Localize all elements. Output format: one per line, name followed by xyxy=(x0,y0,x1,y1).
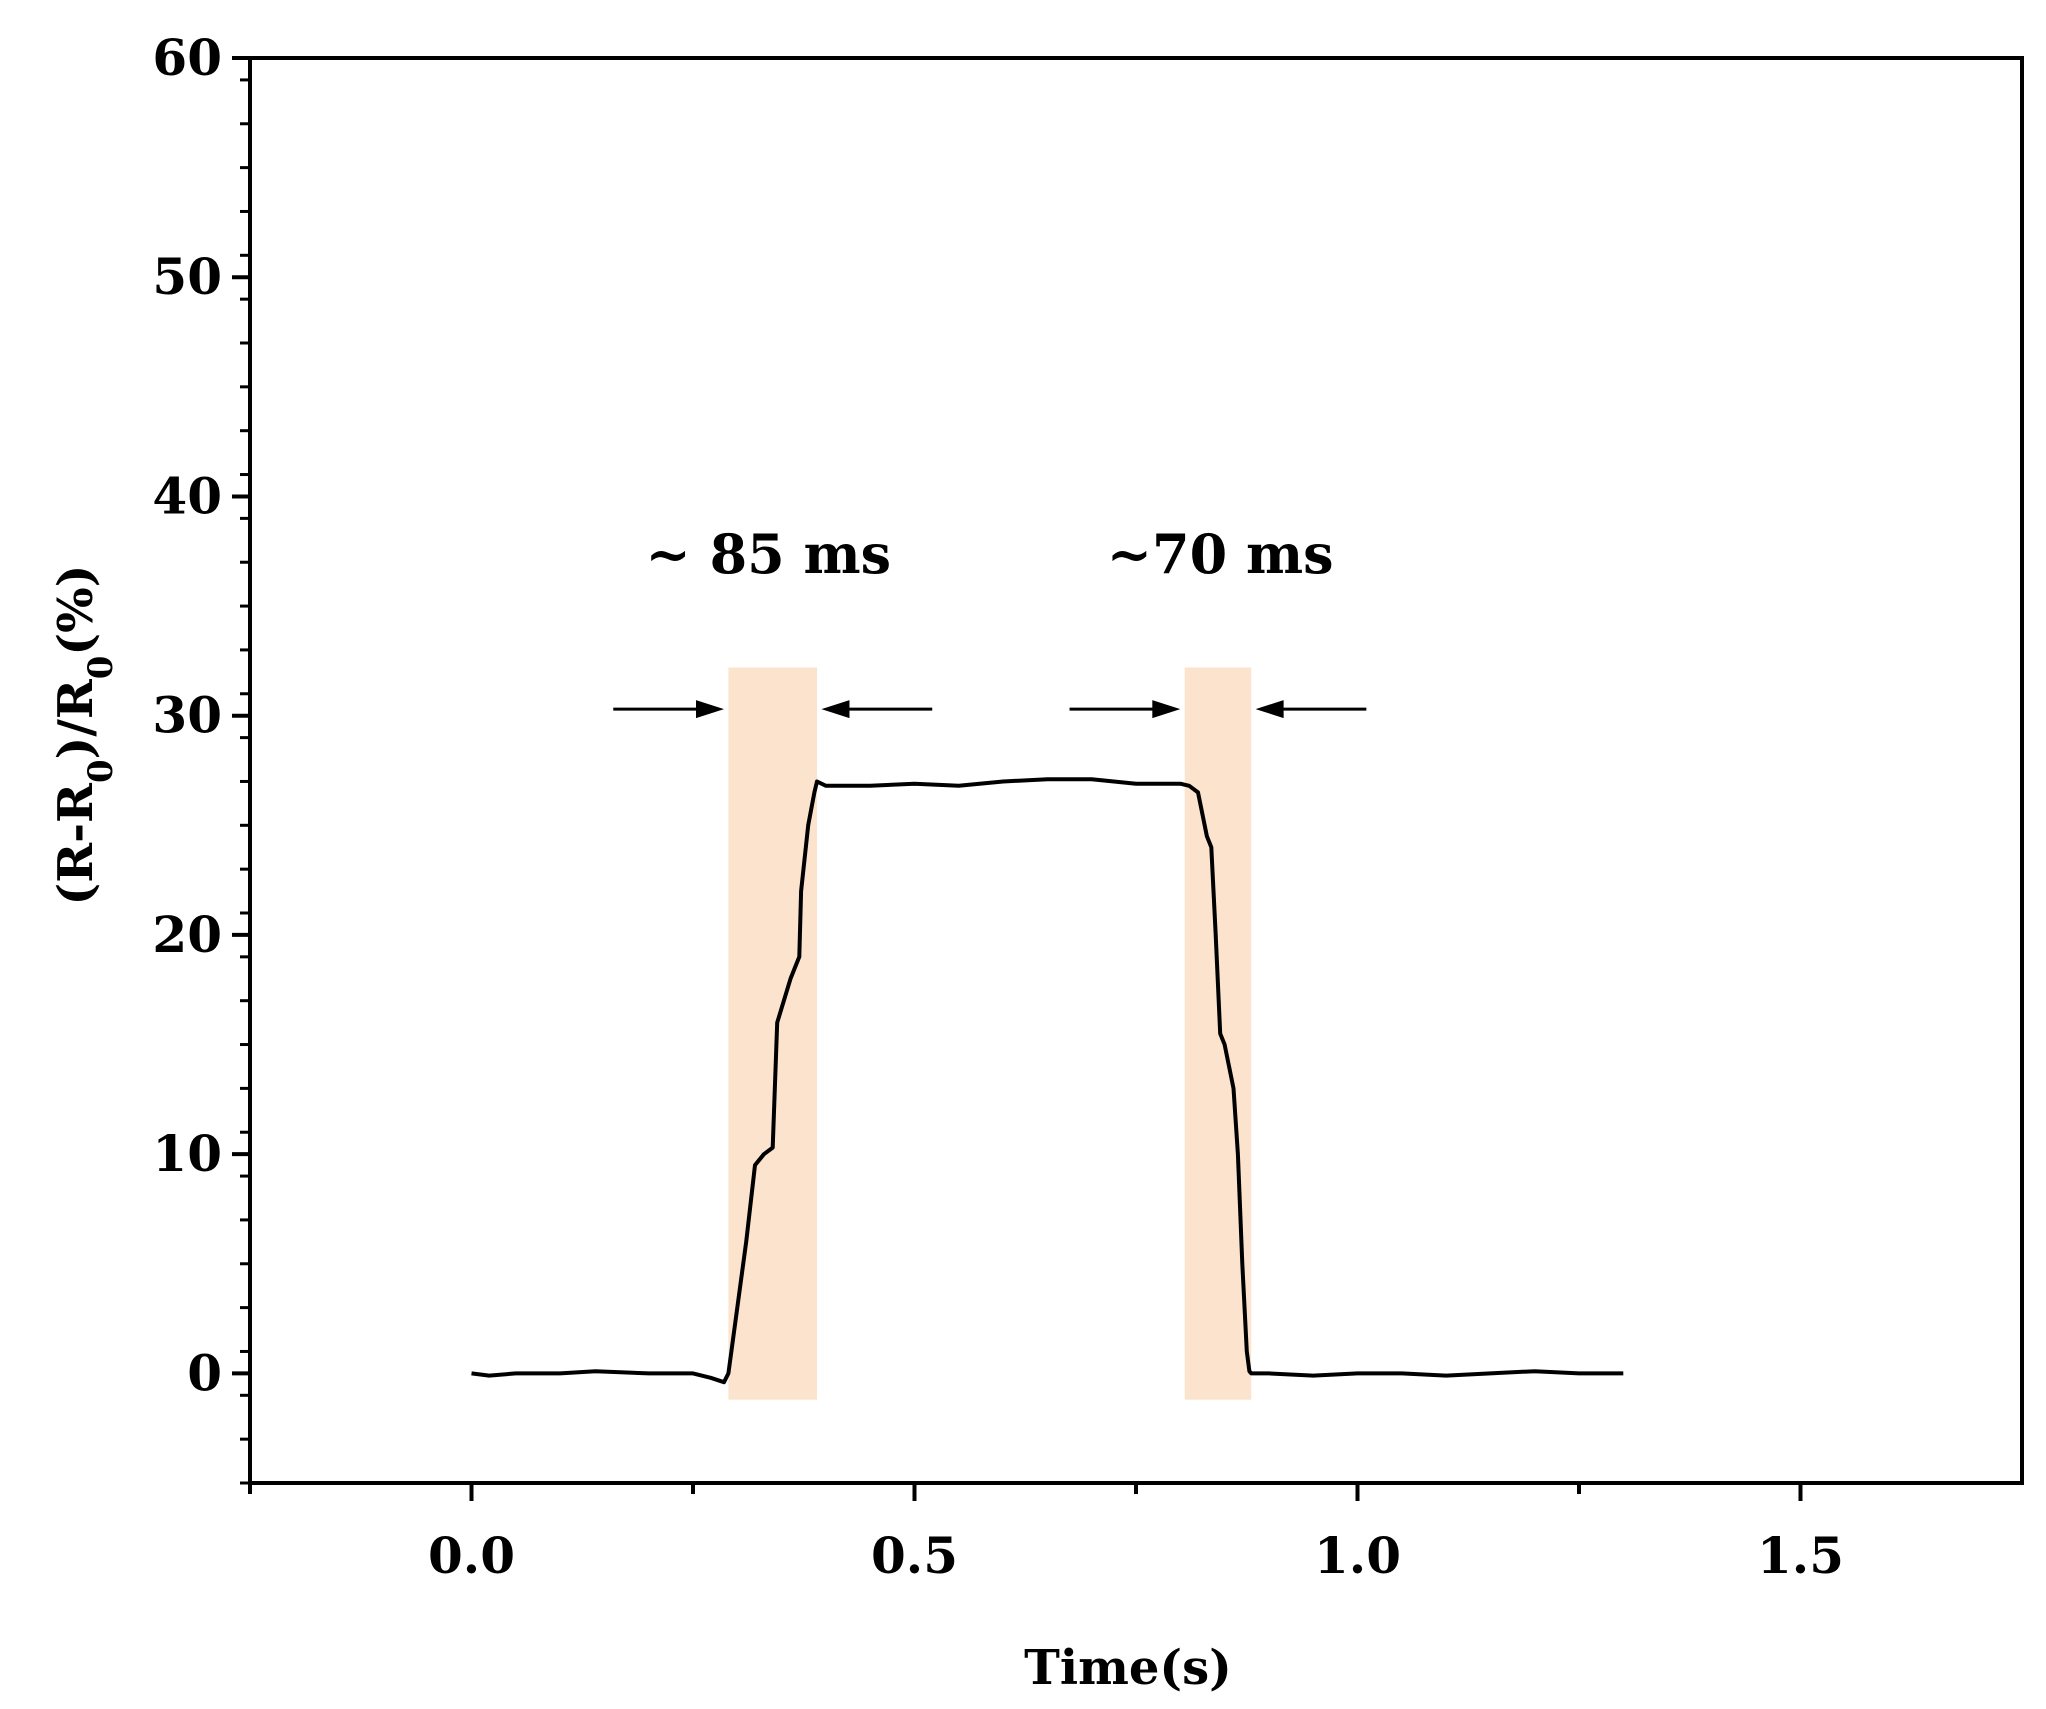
y-axis-title-subscript: 0 xyxy=(81,759,121,783)
plot-frame xyxy=(248,56,2024,1485)
arrow-3 xyxy=(1255,700,1367,719)
y-tick-label: 50 xyxy=(152,247,222,306)
x-tick-label: 0.0 xyxy=(428,1526,515,1585)
y-axis-title-part: (%) xyxy=(48,565,104,656)
y-axis-title-part: (R-R xyxy=(48,782,104,906)
arrow-head xyxy=(696,700,725,719)
arrow-1 xyxy=(821,700,933,719)
annotation-85ms: ~ 85 ms xyxy=(646,522,892,586)
y-tick-label: 30 xyxy=(152,686,222,745)
series-line-0 xyxy=(471,777,1624,1385)
annotation-70ms: ~70 ms xyxy=(1107,522,1334,586)
x-tick-label: 1.0 xyxy=(1314,1526,1401,1585)
y-axis-title-subscript: 0 xyxy=(81,656,121,680)
axis-ticks xyxy=(232,56,1803,1501)
y-tick-label: 0 xyxy=(187,1343,222,1402)
arrow-head xyxy=(1152,700,1181,719)
series-line-group xyxy=(471,777,1624,1385)
arrow-head xyxy=(821,700,850,719)
arrows-group xyxy=(613,700,1367,719)
shaded-regions xyxy=(728,667,1252,1400)
arrow-head xyxy=(1255,700,1284,719)
shaded-region-1 xyxy=(1184,667,1252,1400)
y-axis-title-part: )/R xyxy=(48,678,104,759)
y-tick-label: 60 xyxy=(152,28,222,87)
y-tick-label: 20 xyxy=(152,905,222,964)
shaded-region-0 xyxy=(728,667,818,1400)
arrow-2 xyxy=(1069,700,1181,719)
y-tick-label: 40 xyxy=(152,466,222,525)
tick-labels: 0.0 0.5 1.0 1.5 0 10 20 30 40 50 60 xyxy=(152,28,1844,1585)
x-axis-title: Time(s) xyxy=(1024,1640,1232,1696)
y-tick-label: 10 xyxy=(152,1124,222,1183)
x-tick-label: 1.5 xyxy=(1757,1526,1844,1585)
arrow-0 xyxy=(613,700,725,719)
x-tick-label: 0.5 xyxy=(871,1526,958,1585)
y-axis-title: (R-R0)/R0(%) xyxy=(48,565,121,906)
